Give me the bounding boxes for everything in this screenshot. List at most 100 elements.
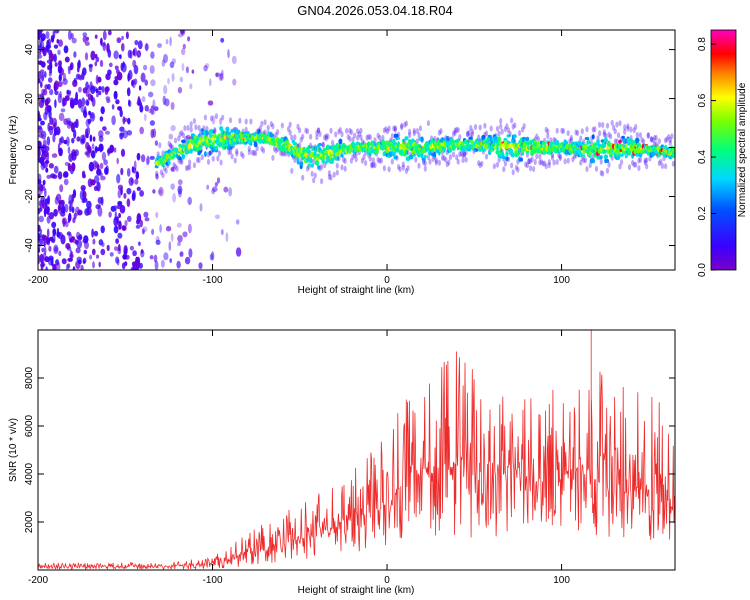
heatmap-signal-cell: [505, 151, 509, 157]
heatmap-noise-cell: [67, 146, 71, 154]
heatmap-signal-cell: [211, 130, 215, 134]
heatmap-noise-cell: [133, 160, 137, 171]
heatmap-noise-cell: [50, 35, 55, 41]
heatmap-noise-cell: [138, 85, 142, 91]
heatmap-noise-cell: [170, 102, 175, 110]
heatmap-halo-cell: [558, 153, 562, 160]
heatmap-noise-cell: [96, 181, 101, 192]
heatmap-noise-cell: [133, 64, 139, 75]
heatmap-halo-cell: [618, 120, 622, 127]
heatmap-noise-cell: [70, 251, 74, 260]
heatmap-noise-cell: [107, 49, 112, 58]
heatmap-halo-cell: [331, 139, 335, 146]
heatmap-halo-cell: [404, 120, 408, 127]
heatmap-noise-cell: [38, 215, 44, 223]
heatmap-noise-cell: [169, 61, 175, 69]
heatmap-noise-cell: [71, 162, 76, 172]
heatmap-noise-cell: [131, 166, 135, 173]
heatmap-halo-cell: [521, 126, 525, 133]
spectrogram-frame: [37, 29, 676, 271]
heatmap-noise-cell: [214, 214, 220, 220]
heatmap-noise-cell: [58, 250, 62, 257]
heatmap-halo-cell: [368, 155, 372, 162]
heatmap-halo-cell: [527, 158, 531, 165]
heatmap-halo-cell: [320, 163, 324, 170]
heatmap-noise-cell: [59, 184, 64, 193]
heatmap-signal-cell: [473, 148, 478, 152]
heatmap-halo-cell: [386, 128, 390, 135]
heatmap-halo-cell: [371, 162, 375, 168]
heatmap-noise-cell: [134, 178, 139, 185]
heatmap-halo-cell: [324, 135, 328, 142]
heatmap-noise-cell: [82, 35, 88, 43]
heatmap-halo-cell: [646, 132, 650, 139]
heatmap-noise-cell: [137, 96, 141, 106]
heatmap-noise-cell: [144, 217, 150, 222]
colorbar-tick-label: 0.8: [697, 37, 708, 51]
heatmap-halo-cell: [323, 134, 327, 141]
heatmap-halo-cell: [483, 122, 487, 129]
heatmap-halo-cell: [637, 165, 641, 172]
heatmap-signal-cell: [179, 151, 184, 155]
heatmap-signal-cell: [220, 129, 225, 135]
heatmap-halo-cell: [437, 159, 441, 166]
heatmap-noise-cell: [139, 126, 144, 135]
heatmap-halo-cell: [602, 131, 606, 138]
heatmap-halo-cell: [484, 153, 489, 160]
heatmap-halo-cell: [538, 153, 542, 160]
heatmap-signal-cell: [213, 133, 217, 139]
heatmap-noise-cell: [101, 86, 105, 93]
heatmap-noise-cell: [160, 259, 165, 268]
heatmap-noise-cell: [210, 251, 215, 261]
heatmap-halo-cell: [304, 127, 308, 134]
heatmap-signal-cell: [619, 153, 624, 157]
heatmap-halo-cell: [642, 138, 646, 145]
heatmap-halo-cell: [217, 150, 222, 157]
heatmap-noise-cell: [158, 186, 164, 197]
heatmap-signal-cell: [624, 154, 628, 159]
heatmap-noise-cell: [92, 261, 95, 269]
heatmap-noise-cell: [68, 200, 74, 205]
heatmap-noise-cell: [177, 179, 183, 186]
heatmap-noise-cell: [57, 81, 63, 87]
heatmap-halo-cell: [310, 170, 314, 177]
heatmap-noise-cell: [56, 261, 61, 270]
heatmap-signal-cell: [195, 147, 200, 152]
heatmap-halo-cell: [423, 160, 427, 167]
heatmap-noise-cell: [232, 78, 237, 86]
heatmap-noise-cell: [121, 62, 127, 73]
heatmap-noise-cell: [205, 63, 210, 69]
heatmap-halo-cell: [626, 125, 630, 132]
heatmap-halo-cell: [634, 161, 638, 168]
heatmap-signal-cell: [249, 142, 253, 146]
heatmap-halo-cell: [601, 122, 605, 128]
heatmap-signal-cell: [318, 142, 322, 147]
heatmap-noise-cell: [176, 222, 182, 228]
heatmap-noise-cell: [136, 50, 142, 58]
heatmap-noise-cell: [150, 51, 155, 59]
heatmap-halo-cell: [546, 128, 550, 135]
heatmap-signal-cell: [491, 148, 495, 152]
heatmap-halo-cell: [406, 149, 410, 156]
heatmap-halo-cell: [290, 167, 294, 174]
heatmap-halo-cell: [503, 126, 507, 133]
heatmap-signal-cell: [606, 145, 609, 151]
heatmap-noise-cell: [108, 211, 112, 218]
heatmap-noise-cell: [38, 208, 41, 215]
x-tick-label: 0: [384, 575, 390, 586]
heatmap-halo-cell: [594, 165, 599, 172]
heatmap-noise-cell: [53, 244, 59, 255]
heatmap-halo-cell: [241, 153, 245, 159]
heatmap-noise-cell: [118, 220, 122, 230]
heatmap-signal-cell: [321, 158, 325, 163]
heatmap-noise-cell: [228, 187, 233, 197]
heatmap-halo-cell: [477, 160, 481, 167]
heatmap-noise-cell: [87, 178, 93, 188]
snr-x-axis-label: Height of straight line (km): [298, 585, 415, 596]
heatmap-halo-cell: [412, 127, 416, 134]
heatmap-noise-cell: [41, 72, 45, 82]
heatmap-noise-cell: [73, 77, 77, 84]
heatmap-noise-cell: [58, 60, 62, 67]
colorbar-ticks: 0.0 0.2 0.4 0.6 0.8: [697, 37, 716, 277]
heatmap-noise-cell: [40, 33, 46, 41]
